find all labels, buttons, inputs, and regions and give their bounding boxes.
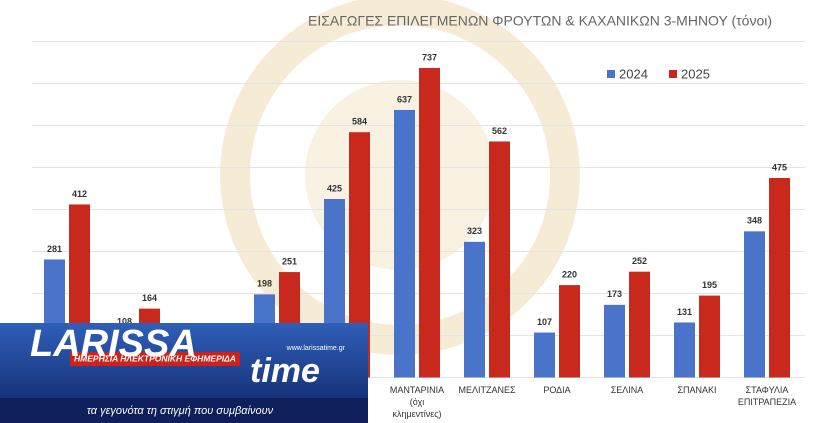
data-label: 584	[352, 117, 367, 127]
brand: LARISSA	[30, 323, 197, 365]
data-label: 425	[327, 183, 342, 193]
x-tick-label: ΣΤΑΦΥΛΙΑ ΕΠΙΤΡΑΠΕΖΙΑ	[738, 385, 796, 407]
data-label: 107	[537, 317, 552, 327]
data-label: 252	[632, 256, 647, 266]
data-label: 323	[467, 226, 482, 236]
data-label: 108	[117, 317, 132, 327]
logo-strip	[0, 398, 368, 423]
bar	[464, 241, 485, 378]
legend-label: 2025	[681, 66, 710, 81]
bar	[674, 322, 695, 378]
data-label: 220	[562, 269, 577, 279]
legend-label: 2024	[619, 66, 648, 81]
slogan: τα γεγονότα τη στιγμή που συμβαίνουν	[87, 405, 274, 417]
data-label: 131	[677, 307, 692, 317]
bar	[604, 304, 625, 378]
data-label: 737	[422, 52, 437, 62]
bar	[744, 231, 765, 378]
data-label: 173	[607, 289, 622, 299]
data-label: 475	[772, 162, 787, 172]
bar	[419, 67, 440, 378]
data-label: 637	[397, 94, 412, 104]
data-label: 348	[747, 216, 762, 226]
logo: LARISSA time www.larissatime.gr ΗΜΕΡΗΣΙΑ…	[0, 323, 368, 423]
x-tick-label: ΜΕΛΙΤΖΑΝΕΣ	[458, 385, 516, 395]
data-label: 195	[702, 280, 717, 290]
bar	[489, 141, 510, 378]
bar	[394, 109, 415, 378]
x-tick-label: ΣΠΑΝΑΚΙ	[677, 385, 716, 395]
tagline: ΗΜΕΡΗΣΙΑ ΗΛΕΚΤΡΟΝΙΚΗ ΕΦΗΜΕΡΙΔΑ	[74, 353, 236, 363]
data-label: 198	[257, 279, 272, 289]
url: www.larissatime.gr	[286, 345, 346, 352]
bar	[534, 332, 555, 378]
tagline-band	[70, 352, 240, 366]
legend-swatch	[669, 70, 677, 78]
data-label: 251	[282, 256, 297, 266]
x-tick-label: ΜΑΝΤΑΡΙΝΙΑ (όχι κλημεντίνες)	[390, 385, 444, 419]
x-tick-label: ΡΟΔΙΑ	[543, 385, 570, 395]
data-label: 164	[142, 293, 157, 303]
chart-title: ΕΙΣΑΓΩΓΕΣ ΕΠΙΛΕΓΜΕΝΩΝ ΦΡΟΥΤΩΝ & ΚΑΧΑΝΙΚΩ…	[308, 13, 772, 29]
brand: time	[250, 352, 320, 390]
legend-swatch	[607, 70, 615, 78]
data-label: 281	[47, 244, 62, 254]
data-label: 412	[72, 189, 87, 199]
bar	[769, 178, 790, 378]
bar	[559, 285, 580, 378]
x-tick-label: ΣΕΛΙΝΑ	[611, 385, 644, 395]
data-label: 562	[492, 126, 507, 136]
bar	[699, 295, 720, 378]
bar	[629, 271, 650, 378]
bar	[349, 132, 370, 378]
